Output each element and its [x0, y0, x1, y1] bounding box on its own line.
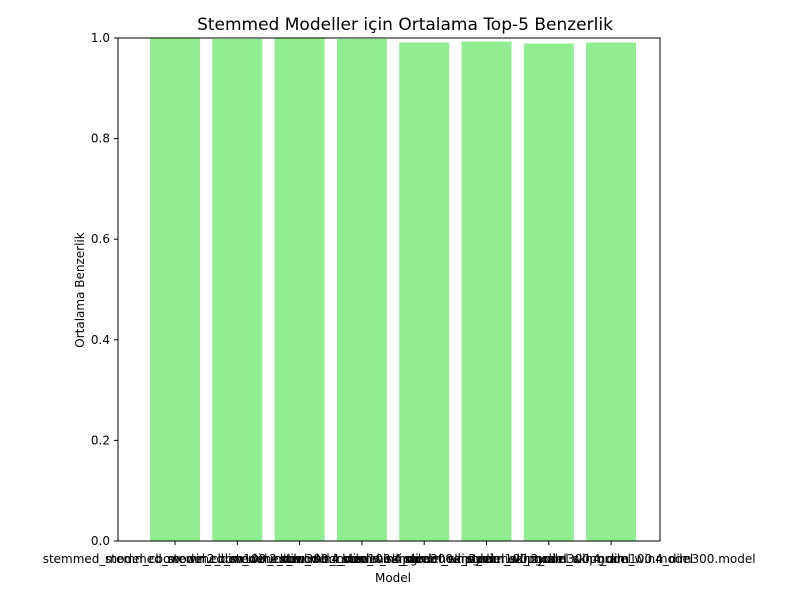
bar-5: [399, 42, 450, 541]
bar-8: [586, 42, 637, 541]
y-tick-label: 0.0: [91, 534, 110, 548]
x-tick-label: stemmed_model_cbow_win4_dim300.model: [230, 552, 495, 566]
bar-2: [212, 39, 263, 541]
x-tick-label: stemmed_model_skipgram_win4_dim300.model: [467, 552, 756, 566]
bar-7: [523, 43, 574, 542]
x-tick-label: stemmed_model_skipgram_win4_dim100.model: [404, 552, 693, 566]
plot-frame: [117, 37, 661, 542]
y-tick-label: 0.8: [91, 132, 110, 146]
chart-title: Stemmed Modeller için Ortalama Top-5 Ben…: [197, 15, 613, 35]
bar-3: [274, 38, 325, 542]
bar-6: [461, 41, 512, 542]
y-tick-label: 1.0: [91, 31, 110, 45]
bar-1: [150, 38, 200, 542]
bars-group: [150, 38, 637, 542]
x-tick-label: stemmed_model_skipgram_win2_dim100.model: [280, 552, 569, 566]
y-tick-label: 0.6: [91, 232, 110, 246]
y-axis-ticks: 0.0 0.2 0.4 0.6 0.8 1.0: [91, 31, 118, 548]
y-tick-label: 0.4: [91, 333, 110, 347]
x-axis-ticks: stemmed_model_cbow_win2_dim100.modelstem…: [43, 541, 756, 566]
x-tick-label: stemmed_model_cbow_win2_dim300.model: [105, 552, 370, 566]
x-tick-label: stemmed_model_cbow_win4_dim100.model: [167, 552, 432, 566]
x-tick-label: stemmed_model_skipgram_win2_dim300.model: [342, 552, 631, 566]
x-tick-label: stemmed_model_cbow_win2_dim100.model: [43, 552, 308, 566]
bar-4: [336, 39, 387, 541]
x-axis-label: Model: [375, 571, 411, 585]
y-tick-label: 0.2: [91, 433, 110, 447]
y-axis-label: Ortalama Benzerlik: [73, 232, 87, 347]
